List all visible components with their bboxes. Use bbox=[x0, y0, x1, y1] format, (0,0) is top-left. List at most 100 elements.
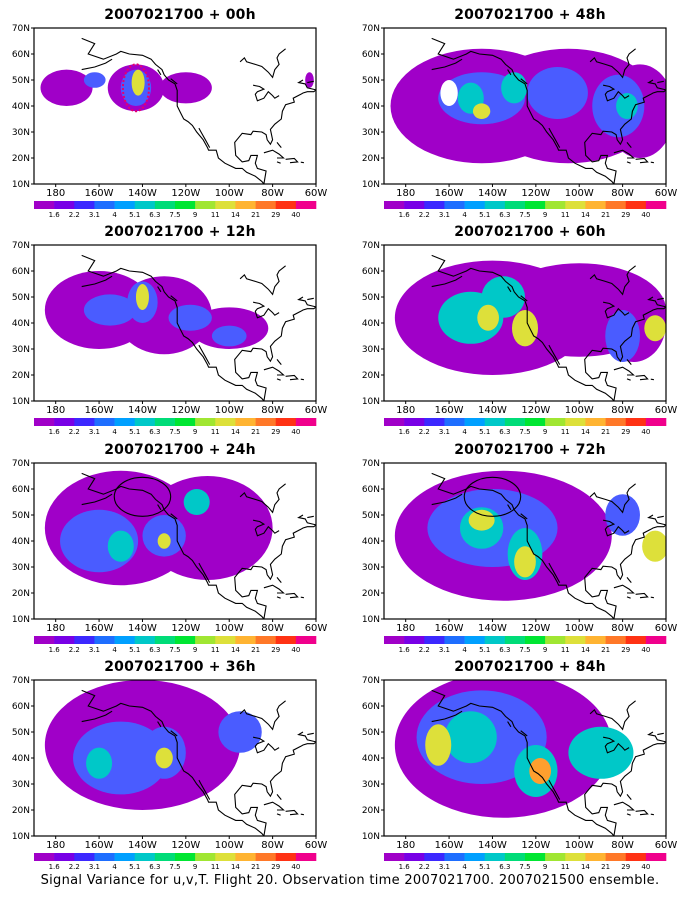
coastline bbox=[276, 577, 282, 583]
legend-swatch bbox=[545, 201, 566, 209]
lon-tick-label: 160W bbox=[435, 840, 464, 851]
legend-swatch bbox=[74, 201, 95, 209]
legend-label: 7.5 bbox=[169, 646, 180, 654]
sensitive-region-marker bbox=[463, 476, 522, 517]
legend-label: 5.1 bbox=[479, 646, 490, 654]
legend-swatch bbox=[645, 201, 667, 209]
lat-tick-label: 40N bbox=[12, 754, 30, 764]
coastline bbox=[157, 721, 162, 728]
lon-tick-label: 80W bbox=[611, 405, 634, 416]
legend-label: 4 bbox=[112, 428, 117, 436]
plot-area bbox=[384, 680, 666, 836]
coastline bbox=[626, 596, 631, 599]
forecast-map: 70N 60N 50N 40N 30N 20N 10N 180 160W 140W 120W 100W… bbox=[12, 459, 328, 654]
forecast-map: 70N 60N 50N 40N 30N 20N 10N 180 160W 140W 120W 100W… bbox=[362, 459, 678, 654]
legend-swatch bbox=[645, 636, 667, 644]
coastline bbox=[252, 736, 280, 754]
coastline bbox=[300, 596, 304, 599]
legend-label: 5.1 bbox=[479, 428, 490, 436]
coastline bbox=[198, 562, 211, 583]
legend-swatch bbox=[54, 853, 75, 861]
lat-tick-label: 10N bbox=[362, 397, 380, 407]
legend-swatch bbox=[504, 418, 526, 426]
legend-swatch bbox=[645, 853, 667, 861]
coastline bbox=[276, 596, 281, 599]
coastline bbox=[520, 295, 528, 302]
lat-tick-label: 50N bbox=[362, 293, 380, 303]
coastline bbox=[307, 297, 314, 301]
legend-swatch bbox=[384, 201, 405, 209]
lat-tick-label: 40N bbox=[362, 537, 380, 547]
coastline bbox=[584, 296, 666, 401]
panel-title: 2007021700 + 00h bbox=[104, 7, 256, 23]
map-panel: 2007021700 + 12h 70N 60N 50N 40N 30N 20N 10N 180… bbox=[10, 223, 350, 441]
legend-swatch bbox=[54, 636, 75, 644]
legend-swatch bbox=[195, 853, 216, 861]
lat-tick-label: 50N bbox=[12, 76, 30, 86]
lon-tick-label: 160W bbox=[435, 623, 464, 634]
legend-label: 14 bbox=[231, 211, 240, 219]
map-panel: 2007021700 + 36h 70N 60N 50N 40N 30N 20N 10N 180… bbox=[10, 658, 350, 876]
legend-swatch bbox=[464, 853, 486, 861]
coastline bbox=[589, 483, 636, 514]
lon-tick-label: 100W bbox=[565, 623, 594, 634]
coastline bbox=[239, 265, 286, 296]
legend-label: 6.3 bbox=[149, 646, 160, 654]
lat-tick-label: 30N bbox=[362, 780, 380, 790]
legend-label: 7.5 bbox=[169, 211, 180, 219]
legend-swatch bbox=[275, 853, 297, 861]
legend-label: 4 bbox=[462, 646, 467, 654]
lat-tick-label: 50N bbox=[362, 76, 380, 86]
lon-tick-label: 140W bbox=[478, 405, 507, 416]
variance-contour bbox=[527, 67, 588, 119]
legend-label: 14 bbox=[581, 646, 590, 654]
variance-contour bbox=[107, 530, 134, 562]
variance-contour bbox=[444, 711, 497, 764]
legend-swatch bbox=[74, 853, 95, 861]
lat-tick-label: 50N bbox=[12, 293, 30, 303]
coastline bbox=[626, 794, 632, 800]
legend-swatch bbox=[484, 201, 506, 209]
legend-label: 1.6 bbox=[49, 863, 61, 871]
legend-label: 11 bbox=[561, 211, 570, 219]
legend-swatch bbox=[235, 853, 256, 861]
legend-swatch bbox=[424, 418, 445, 426]
figure-caption: Signal Variance for u,v,T. Flight 20. Ob… bbox=[40, 873, 660, 888]
legend-label: 3.1 bbox=[89, 863, 100, 871]
lon-tick-label: 120W bbox=[171, 188, 200, 199]
legend-swatch bbox=[94, 201, 115, 209]
variance-contour bbox=[501, 72, 528, 104]
legend-label: 4 bbox=[462, 863, 467, 871]
legend-label: 29 bbox=[271, 211, 280, 219]
coastline bbox=[276, 794, 282, 800]
lon-tick-label: 120W bbox=[521, 405, 550, 416]
variance-contour bbox=[514, 546, 536, 578]
legend-swatch bbox=[215, 853, 236, 861]
legend-swatch bbox=[504, 853, 526, 861]
map-panel: 2007021700 + 00h 70N 60N 50N 40N 30N 20N 10N 180… bbox=[10, 6, 350, 224]
variance-contour bbox=[605, 310, 640, 362]
legend-label: 9 bbox=[193, 863, 197, 871]
coastline bbox=[650, 378, 654, 381]
lon-tick-label: 60W bbox=[655, 840, 678, 851]
legend-swatch bbox=[605, 418, 627, 426]
legend-label: 11 bbox=[211, 646, 220, 654]
coastline bbox=[520, 513, 528, 520]
legend-swatch bbox=[444, 418, 465, 426]
lat-tick-label: 70N bbox=[12, 241, 30, 251]
legend-swatch bbox=[504, 636, 526, 644]
forecast-map: 70N 60N 50N 40N 30N 20N 10N 180 160W 140W 120W 100W… bbox=[12, 676, 328, 871]
lon-tick-label: 120W bbox=[171, 840, 200, 851]
lon-tick-label: 120W bbox=[521, 623, 550, 634]
lon-tick-label: 100W bbox=[215, 405, 244, 416]
lat-tick-label: 30N bbox=[362, 563, 380, 573]
legend-swatch bbox=[275, 201, 297, 209]
panel-title: 2007021700 + 60h bbox=[454, 224, 606, 240]
lon-tick-label: 120W bbox=[171, 623, 200, 634]
legend-label: 6.3 bbox=[499, 863, 510, 871]
legend-label: 14 bbox=[231, 428, 240, 436]
legend-label: 21 bbox=[601, 211, 610, 219]
legend-swatch bbox=[585, 636, 606, 644]
legend-label: 1.6 bbox=[399, 428, 411, 436]
coastline bbox=[170, 513, 178, 520]
